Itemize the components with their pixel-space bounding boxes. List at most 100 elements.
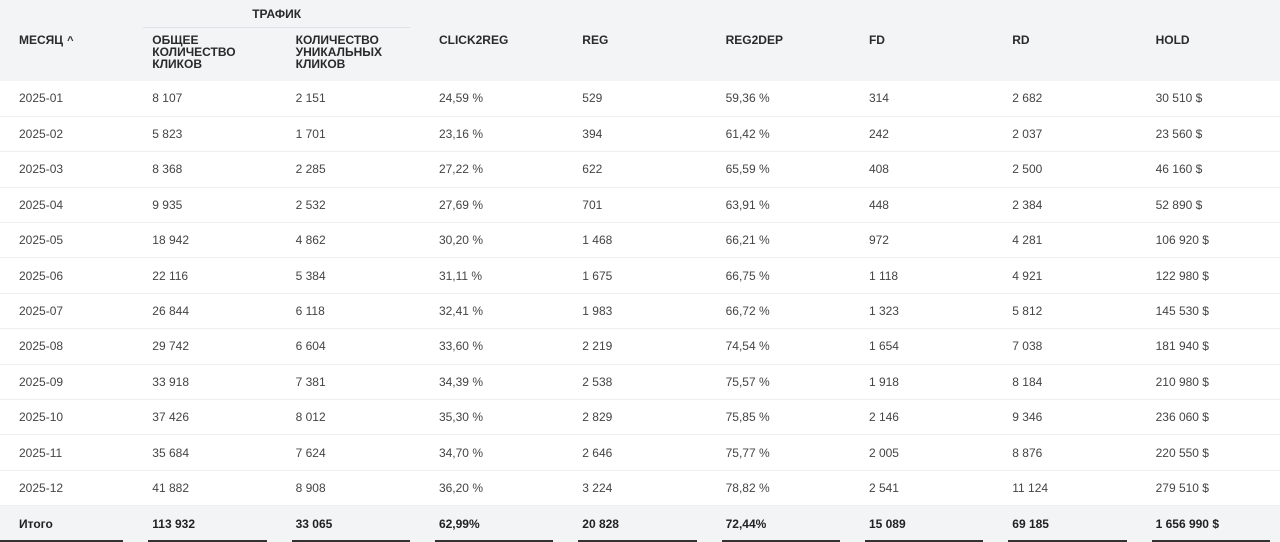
table-row: 2025-11 35 684 7 624 34,70 % 2 646 75,77 % 2 0… [0,434,1280,471]
cell-rd: 5 812 [993,293,1137,330]
total-row: Итого 113 932 33 065 62,99% 20 828 72,44% 15 0… [0,505,1280,542]
cell-rd: 4 921 [993,257,1137,294]
cell-click2reg: 34,39 % [419,364,564,401]
cell-unique-clicks: 4 862 [276,222,420,259]
cell-reg2dep: 63,91 % [706,187,850,224]
cell-total-clicks: 33 918 [133,364,277,401]
cell-fd: 1 118 [849,257,994,294]
cell-month: 2025-06 [0,257,134,294]
cell-month: 2025-01 [0,81,134,117]
column-header-total-clicks[interactable]: ОБЩЕЕ КОЛИЧЕСТВО КЛИКОВ [152,33,236,71]
cell-total-clicks: 29 742 [133,328,277,365]
cell-fd: 1 323 [849,293,994,330]
cell-reg2dep: 65,59 % [706,151,850,188]
column-header-rd[interactable]: RD [1012,33,1030,47]
cell-hold: 122 980 $ [1136,257,1280,294]
cell-unique-clicks: 1 701 [276,116,420,153]
cell-unique-clicks: 6 118 [276,293,420,330]
cell-reg: 2 646 [563,434,707,471]
cell-month: 2025-12 [0,470,134,507]
cell-reg: 1 983 [563,293,707,330]
column-header-fd[interactable]: FD [868,33,885,47]
cell-fd: 972 [849,222,994,259]
column-header-unique-clicks[interactable]: КОЛИЧЕСТВО УНИКАЛЬНЫХ КЛИКОВ [295,33,382,71]
cell-fd: 1 918 [849,364,994,401]
sort-ascending-icon[interactable]: ^ [67,35,74,47]
cell-reg: 394 [563,116,707,153]
cell-month: 2025-09 [0,364,134,401]
cell-fd: 2 146 [849,399,994,436]
cell-hold: 145 530 $ [1136,293,1280,330]
cell-click2reg: 31,11 % [419,257,564,294]
cell-reg2dep: 75,77 % [706,434,850,471]
cell-reg: 2 538 [563,364,707,401]
table-row: 2025-12 41 882 8 908 36,20 % 3 224 78,82 % 2 5… [0,470,1280,507]
cell-reg: 1 675 [563,257,707,294]
cell-month: 2025-07 [0,293,134,330]
group-label: ТРАФИК [143,7,410,28]
cell-click2reg: 27,69 % [419,187,564,224]
cell-rd: 2 682 [993,81,1137,117]
column-header-reg[interactable]: REG [582,33,609,47]
column-group-traffic: ТРАФИК [133,0,420,28]
cell-hold: 46 160 $ [1136,151,1280,188]
column-header-click2reg[interactable]: CLICK2REG [438,33,509,47]
cell-fd: 242 [849,116,994,153]
cell-hold: 52 890 $ [1136,187,1280,224]
cell-reg: 529 [563,81,707,117]
cell-hold: 23 560 $ [1136,116,1280,153]
cell-rd: 7 038 [993,328,1137,365]
cell-reg: 2 829 [563,399,707,436]
cell-month: 2025-04 [0,187,134,224]
cell-rd: 11 124 [993,470,1137,507]
cell-unique-clicks: 7 381 [276,364,420,401]
cell-unique-clicks: 8 908 [276,470,420,507]
cell-reg2dep: 74,54 % [706,328,850,365]
cell-reg2dep: 61,42 % [706,116,850,153]
cell-total-clicks: 41 882 [133,470,277,507]
total-reg2dep: 72,44% [706,505,850,542]
cell-reg2dep: 59,36 % [706,81,850,117]
cell-month: 2025-02 [0,116,134,153]
cell-rd: 4 281 [993,222,1137,259]
cell-total-clicks: 26 844 [133,293,277,330]
cell-reg2dep: 66,72 % [706,293,850,330]
cell-unique-clicks: 2 532 [276,187,420,224]
cell-unique-clicks: 7 624 [276,434,420,471]
cell-click2reg: 33,60 % [419,328,564,365]
cell-hold: 30 510 $ [1136,81,1280,117]
cell-rd: 8 184 [993,364,1137,401]
total-reg: 20 828 [563,505,707,542]
table-row: 2025-06 22 116 5 384 31,11 % 1 675 66,75 % 1 1… [0,257,1280,294]
cell-total-clicks: 5 823 [133,116,277,153]
column-header-month[interactable]: МЕСЯЦ ^ [0,0,133,81]
cell-total-clicks: 22 116 [133,257,277,294]
cell-reg: 3 224 [563,470,707,507]
cell-month: 2025-11 [0,434,134,471]
total-click2reg: 62,99% [419,505,564,542]
cell-month: 2025-08 [0,328,134,365]
cell-reg2dep: 75,85 % [706,399,850,436]
total-fd: 15 089 [849,505,994,542]
cell-reg2dep: 75,57 % [706,364,850,401]
cell-unique-clicks: 8 012 [276,399,420,436]
cell-click2reg: 34,70 % [419,434,564,471]
cell-unique-clicks: 2 285 [276,151,420,188]
cell-total-clicks: 9 935 [133,187,277,224]
cell-reg2dep: 66,75 % [706,257,850,294]
cell-total-clicks: 8 368 [133,151,277,188]
table-row: 2025-05 18 942 4 862 30,20 % 1 468 66,21 % 972… [0,222,1280,259]
cell-fd: 2 541 [849,470,994,507]
column-header-hold[interactable]: HOLD [1155,33,1190,47]
total-rd: 69 185 [993,505,1137,542]
column-header-reg2dep[interactable]: REG2DEP [725,33,783,47]
cell-fd: 314 [849,81,994,117]
table-row: 2025-02 5 823 1 701 23,16 % 394 61,42 % 242 2 0… [0,116,1280,153]
total-month: Итого [0,505,134,542]
cell-reg2dep: 66,21 % [706,222,850,259]
cell-reg: 622 [563,151,707,188]
cell-unique-clicks: 5 384 [276,257,420,294]
cell-total-clicks: 35 684 [133,434,277,471]
table-row: 2025-01 8 107 2 151 24,59 % 529 59,36 % 314 2 6… [0,81,1280,117]
cell-click2reg: 24,59 % [419,81,564,117]
